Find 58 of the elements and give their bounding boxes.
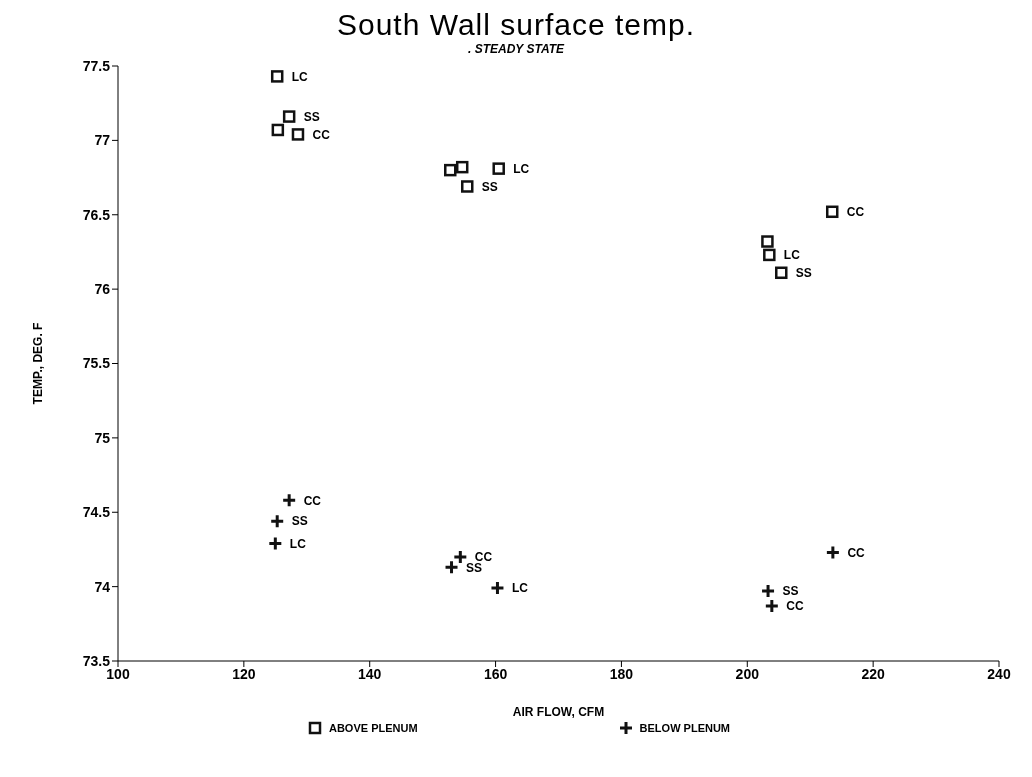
point (281, 492, 297, 508)
data-label: LC (511, 581, 529, 596)
y-tick-label: 76.5 (82, 206, 111, 223)
point (763, 248, 776, 262)
point (444, 559, 460, 575)
point (282, 110, 296, 123)
data-label: SS (782, 584, 799, 599)
point (270, 70, 284, 83)
y-tick-label: 75 (94, 429, 111, 446)
data-label: CC (846, 205, 865, 220)
data-label: CC (786, 599, 805, 614)
point (825, 544, 841, 560)
data-label: SS (481, 179, 498, 194)
data-label: CC (303, 493, 322, 508)
point (760, 583, 776, 599)
data-label: LC (291, 69, 309, 84)
x-tick-label: 240 (987, 665, 1011, 682)
point (267, 535, 283, 551)
y-tick-label: 75.5 (82, 355, 111, 372)
point (452, 549, 468, 565)
data-label: SS (795, 266, 812, 281)
x-tick-label: 120 (232, 665, 256, 682)
data-label: LC (783, 248, 801, 263)
legend-label: ABOVE PLENUM (328, 722, 418, 734)
x-tick-label: 140 (358, 665, 382, 682)
x-axis-title: AIR FLOW, CFM (512, 705, 605, 719)
data-label: SS (291, 514, 308, 529)
point (492, 162, 505, 175)
y-tick-label: 77.5 (82, 57, 111, 74)
y-tick-label: 77 (94, 132, 111, 149)
data-label: LC (289, 536, 307, 551)
point (775, 266, 788, 280)
x-tick-label: 200 (735, 665, 760, 682)
y-tick-label: 74 (94, 578, 111, 595)
point (764, 598, 780, 614)
y-tick-label: 76 (94, 281, 111, 298)
x-tick-label: 160 (483, 665, 508, 682)
data-label: SS (466, 560, 483, 575)
legend-label: BELOW PLENUM (639, 722, 731, 734)
data-label: CC (312, 127, 331, 142)
point (461, 180, 474, 193)
chart-title: South Wall surface temp. (336, 8, 696, 42)
x-tick-label: 220 (861, 665, 886, 682)
point (825, 205, 839, 219)
point (489, 580, 505, 596)
point (455, 160, 469, 174)
point (761, 235, 774, 248)
data-label: CC (847, 545, 866, 560)
point (271, 123, 285, 137)
data-label: SS (303, 109, 320, 124)
y-axis-title: TEMP., DEG. F (31, 322, 46, 405)
point (291, 128, 305, 141)
y-tick-label: 74.5 (82, 504, 111, 521)
point (444, 163, 457, 177)
x-tick-label: 180 (609, 665, 634, 682)
chart-subtitle: . STEADY STATE (467, 42, 566, 56)
data-label: LC (513, 161, 530, 176)
point (269, 513, 285, 529)
